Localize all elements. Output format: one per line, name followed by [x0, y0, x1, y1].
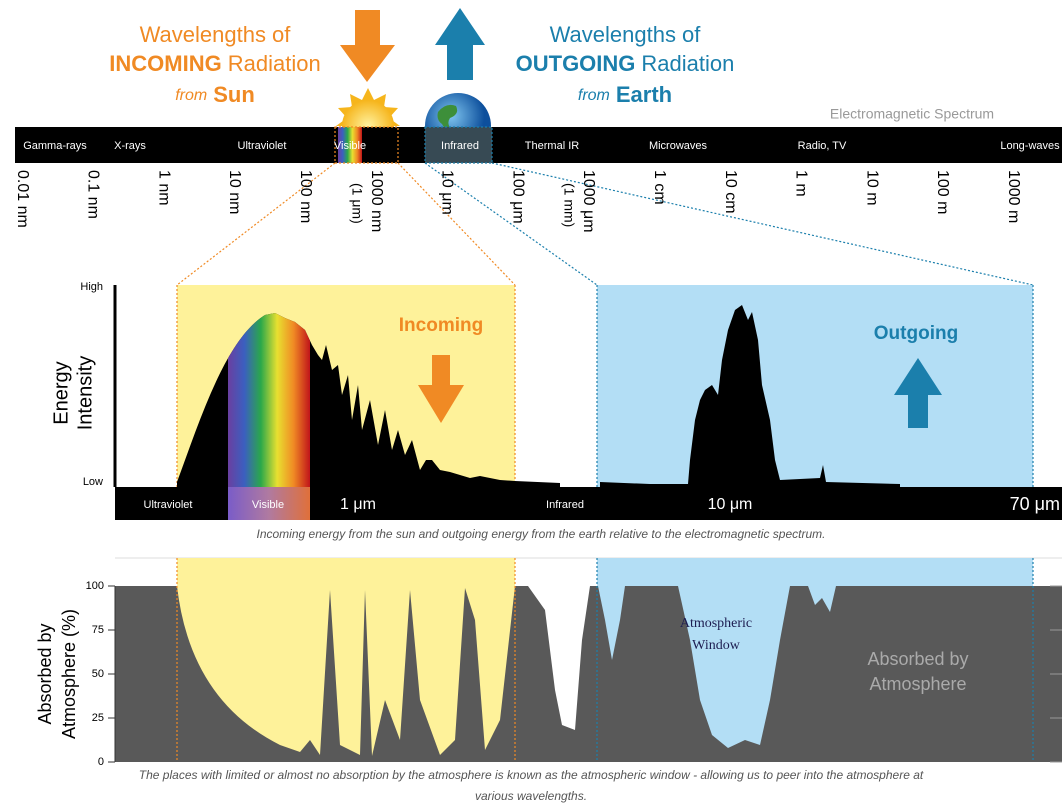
header-from: from — [578, 87, 610, 104]
y-tick-label: 25 — [92, 712, 104, 724]
outgoing-highlight-edge — [424, 126, 493, 164]
scale-label: 10 μm — [439, 170, 456, 215]
bar-label: Visible — [252, 499, 284, 511]
header-emphasis: OUTGOING — [516, 51, 636, 76]
outgoing-region — [597, 285, 1033, 487]
scale-label: 0.1 nm — [85, 170, 102, 219]
incoming-small-arrow — [418, 355, 464, 423]
outgoing-highlight — [425, 127, 492, 163]
axis-label: Low — [83, 476, 103, 488]
visible-band — [338, 127, 362, 163]
bar-label: 10 μm — [708, 496, 753, 513]
header-line: INCOMING Radiation — [109, 51, 320, 76]
scale-label: 1 nm — [155, 170, 172, 206]
axis-title: Energy — [50, 361, 72, 424]
y-tick-label: 0 — [98, 756, 104, 768]
infrared-window — [528, 586, 590, 730]
outgoing-arrow — [435, 8, 485, 80]
caption: Incoming energy from the sun and outgoin… — [257, 527, 826, 541]
scale-label: 1000 nm — [368, 170, 385, 232]
outgoing-window — [598, 586, 836, 748]
scale-label: 1 m — [793, 170, 810, 197]
axis-title: Atmosphere (%) — [59, 609, 79, 739]
outgoing-small-arrow — [894, 358, 942, 428]
scale-label: 10 nm — [226, 170, 243, 214]
bar-label: Ultraviolet — [144, 499, 193, 511]
band-label: Ultraviolet — [238, 140, 287, 152]
scale-label: 10 cm — [722, 170, 739, 214]
caption: various wavelengths. — [475, 789, 587, 803]
band-label: Microwaves — [649, 140, 708, 152]
window-label: Atmospheric — [680, 616, 752, 631]
zoom-line — [491, 162, 1034, 286]
axis-label: High — [80, 281, 103, 293]
header-emphasis: INCOMING — [109, 51, 221, 76]
y-tick-label: 100 — [86, 580, 104, 592]
incoming-region — [177, 558, 515, 588]
band-label: Gamma-rays — [23, 140, 87, 152]
zoom-line — [424, 162, 598, 286]
scale-sublabel: (1 mm) — [562, 183, 578, 227]
earth-land — [437, 104, 458, 131]
header-rest: Radiation — [228, 51, 321, 76]
scale-label: 100 μm — [509, 170, 526, 224]
band-label: Radio, TV — [798, 140, 847, 152]
window-label: Window — [692, 638, 741, 653]
spectrum-title: Electromagnetic Spectrum — [830, 106, 994, 122]
bar-label: 1 μm — [340, 496, 376, 513]
header-source: Sun — [213, 82, 255, 107]
incoming-arrow — [340, 10, 395, 82]
outgoing-region — [597, 558, 1033, 588]
energy-visible-band — [228, 487, 310, 520]
incoming-highlight — [334, 126, 399, 164]
spectrum-bar — [15, 127, 1062, 163]
y-tick-label: 75 — [92, 624, 104, 636]
band-label: Thermal IR — [525, 140, 579, 152]
scale-label: 100 nm — [297, 170, 314, 223]
header-line: from Earth — [578, 82, 672, 107]
band-label: Visible — [334, 140, 366, 152]
header-rest: Radiation — [641, 51, 734, 76]
band-label: X-rays — [114, 140, 146, 152]
scale-label: 1000 μm — [580, 170, 597, 233]
header-source: Earth — [616, 82, 672, 107]
incoming-window — [177, 586, 515, 756]
header-line: from Sun — [175, 82, 255, 107]
absorbed-label: Atmosphere — [869, 674, 966, 694]
scale-label: 10 m — [863, 170, 880, 206]
header-line: OUTGOING Radiation — [516, 51, 735, 76]
band-label: Infrared — [441, 140, 479, 152]
header-from: from — [175, 87, 207, 104]
zoom-line — [176, 162, 336, 286]
scale-label: 100 m — [934, 170, 951, 214]
zoom-line — [397, 162, 516, 286]
y-tick-label: 50 — [92, 668, 104, 680]
header-line: Wavelengths of — [550, 22, 702, 47]
header-line: Wavelengths of — [140, 22, 292, 47]
bar-label: Infrared — [546, 499, 584, 511]
band-label: Long-waves — [1000, 140, 1060, 152]
axis-title: Absorbed by — [35, 623, 55, 724]
absorbed-label: Absorbed by — [867, 649, 968, 669]
scale-sublabel: (1 μm) — [349, 183, 365, 224]
outgoing-label: Outgoing — [874, 323, 958, 344]
incoming-label: Incoming — [399, 315, 483, 336]
scale-label: 0.01 nm — [14, 170, 31, 228]
caption: The places with limited or almost no abs… — [139, 768, 924, 782]
outgoing-spectrum — [600, 305, 900, 487]
scale-label: 1 cm — [651, 170, 668, 205]
scale-label: 1000 m — [1005, 170, 1022, 223]
axis-title: Intensity — [74, 356, 96, 430]
bar-label: 70 μm — [1010, 494, 1060, 514]
